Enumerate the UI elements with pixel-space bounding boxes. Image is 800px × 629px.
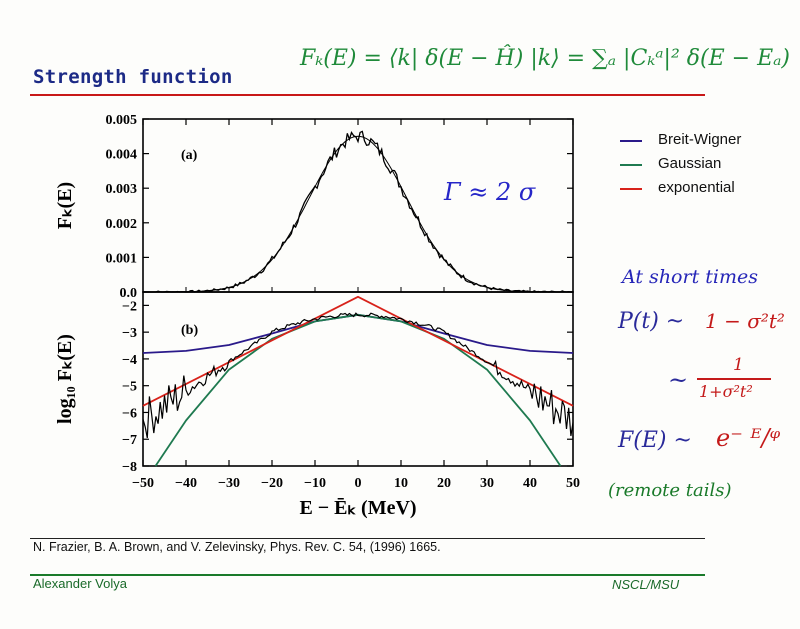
- x-tick-label: 30: [480, 476, 494, 491]
- tilde: ~: [668, 366, 689, 394]
- series-exponential-line: [142, 295, 574, 407]
- title-underline: [30, 94, 705, 96]
- fraction-bar: [697, 378, 771, 380]
- fraction-numerator: 1: [733, 355, 744, 375]
- y-tick-label-a: 0.002: [106, 217, 138, 232]
- remote-tails-note: (remote tails): [608, 480, 732, 501]
- x-tick-label: −20: [261, 476, 283, 491]
- series-breit-wigner-line: [142, 313, 574, 354]
- legend-swatch: [620, 140, 642, 142]
- x-axis-label: E − Ēₖ (MeV): [299, 497, 416, 519]
- x-tick-label: −30: [218, 476, 240, 491]
- fraction-denominator: 1+σ²t²: [699, 382, 753, 401]
- footer-author: Alexander Volya: [33, 576, 127, 591]
- panel-a-histogram: [142, 130, 573, 293]
- legend-swatch: [620, 164, 642, 166]
- y-tick-label-b: −5: [122, 380, 137, 395]
- reference-rule: [30, 538, 705, 539]
- x-tick-label: 50: [566, 476, 580, 491]
- y-tick-label-a: 0.005: [106, 113, 138, 128]
- panel-b-label: (b): [181, 323, 198, 338]
- p-of-t-rhs: 1 − σ²t²: [705, 309, 785, 333]
- footer-institution: NSCL/MSU: [612, 577, 680, 592]
- y-tick-label-b: −2: [122, 299, 137, 314]
- panel-a-fit-curve: [143, 135, 573, 293]
- panel-a-label: (a): [181, 148, 198, 163]
- y-axis-label-b: log₁₀ Fₖ(E): [54, 334, 76, 424]
- x-tick-label: −10: [304, 476, 326, 491]
- y-tick-label-b: −7: [122, 433, 137, 448]
- strength-function-formula: Fₖ(E) = ⟨k| δ(E − Ĥ) |k⟩ = ∑ₐ |Cₖᵃ|² δ(E…: [300, 46, 790, 71]
- legend-label: exponential: [658, 179, 735, 196]
- x-tick-label: −50: [132, 476, 154, 491]
- y-tick-label-a: 0.0: [120, 286, 138, 301]
- x-tick-label: 20: [437, 476, 451, 491]
- x-tick-label: 10: [394, 476, 408, 491]
- p-of-t-lhs: P(t) ~: [618, 309, 685, 334]
- y-tick-label-a: 0.004: [106, 148, 138, 163]
- y-axis-label-a: Fₖ(E): [54, 182, 76, 229]
- gamma-annotation: Γ ≈ 2 σ: [444, 178, 536, 206]
- short-times-note: At short times: [622, 266, 758, 288]
- footer-rule: [30, 574, 705, 576]
- f-of-e-lhs: F(E) ~: [618, 428, 692, 453]
- series-gaussian-line: [154, 313, 562, 467]
- y-tick-label-a: 0.001: [106, 251, 138, 266]
- x-tick-label: 40: [523, 476, 537, 491]
- slide-title: Strength function: [33, 66, 233, 88]
- panel-b-histogram: [142, 312, 574, 439]
- y-tick-label-a: 0.003: [106, 182, 138, 197]
- legend-swatch: [620, 188, 642, 190]
- legend-label: Breit-Wigner: [658, 131, 742, 148]
- x-tick-label: −40: [175, 476, 197, 491]
- f-of-e-rhs: e⁻ ᴱ/ᵠ: [716, 424, 781, 452]
- reference-citation: N. Frazier, B. A. Brown, and V. Zelevins…: [33, 540, 441, 554]
- y-tick-label-b: −6: [122, 406, 137, 421]
- y-tick-label-b: −8: [122, 460, 137, 475]
- legend-label: Gaussian: [658, 155, 722, 172]
- y-tick-label-b: −3: [122, 326, 137, 341]
- y-tick-label-b: −4: [122, 353, 137, 368]
- x-tick-label: 0: [355, 476, 362, 491]
